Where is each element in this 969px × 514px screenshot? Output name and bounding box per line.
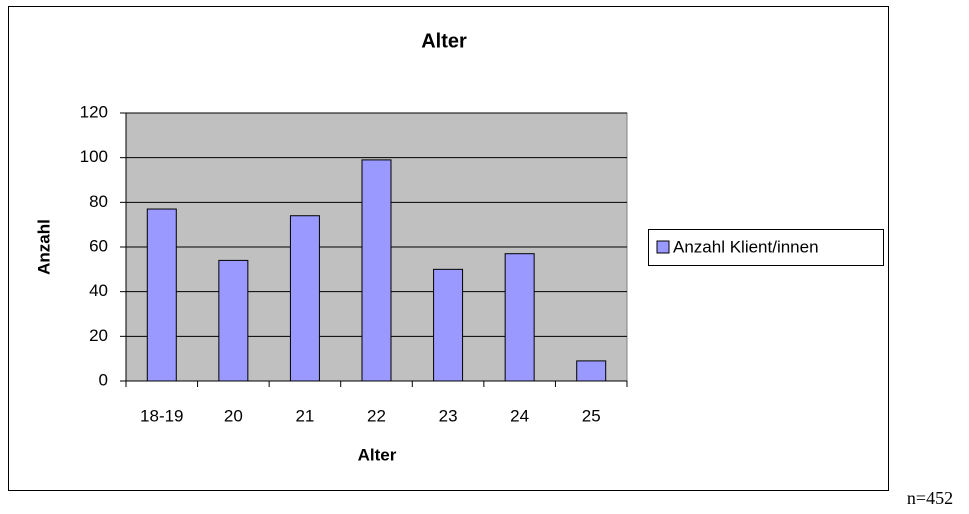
legend-box bbox=[648, 229, 884, 266]
bar bbox=[433, 268, 464, 382]
bar bbox=[146, 208, 177, 382]
legend-label: Anzahl Klient/innen bbox=[673, 237, 819, 256]
x-tick-label: 24 bbox=[510, 406, 529, 425]
y-tick-label: 0 bbox=[99, 370, 108, 389]
legend-swatch bbox=[656, 240, 670, 254]
y-tick-label: 60 bbox=[89, 236, 108, 255]
chart-title: Alter bbox=[421, 30, 467, 52]
y-tick-label: 40 bbox=[89, 281, 108, 300]
x-tick-label: 23 bbox=[439, 406, 458, 425]
annotation: n=452 bbox=[907, 488, 953, 508]
y-tick-label: 20 bbox=[89, 326, 108, 345]
y-tick-label: 100 bbox=[80, 147, 108, 166]
y-tick-label: 120 bbox=[80, 102, 108, 121]
bar bbox=[361, 159, 392, 382]
bar bbox=[504, 253, 535, 382]
x-tick-label: 18-19 bbox=[140, 406, 183, 425]
bar bbox=[289, 215, 320, 382]
x-tick-label: 20 bbox=[224, 406, 243, 425]
x-tick-label: 25 bbox=[582, 406, 601, 425]
x-tick-label: 22 bbox=[367, 406, 386, 425]
bar bbox=[218, 259, 249, 382]
y-axis-label: Anzahl bbox=[34, 219, 53, 275]
x-axis-label: Alter bbox=[358, 445, 397, 464]
x-tick-label: 21 bbox=[295, 406, 314, 425]
y-tick-label: 80 bbox=[89, 192, 108, 211]
bar bbox=[576, 360, 607, 382]
